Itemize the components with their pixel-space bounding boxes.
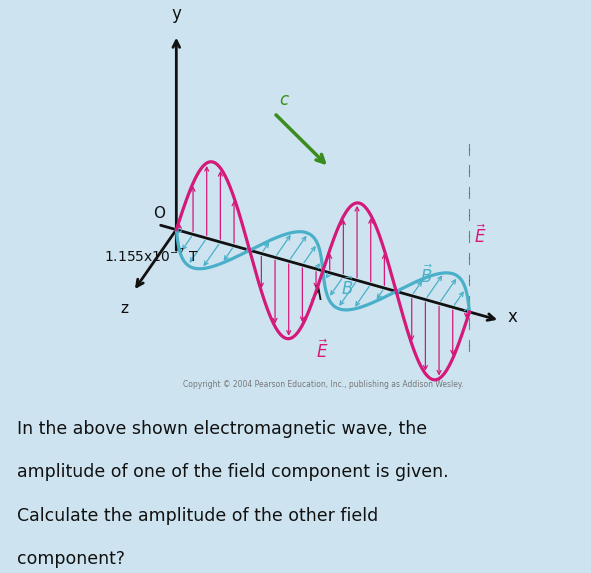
Text: Copyright © 2004 Pearson Education, Inc., publishing as Addison Wesley.: Copyright © 2004 Pearson Education, Inc.… bbox=[183, 380, 463, 390]
Text: amplitude of one of the field component is given.: amplitude of one of the field component … bbox=[18, 464, 449, 481]
Text: $\vec{B}$: $\vec{B}$ bbox=[341, 276, 354, 299]
Text: $\lambda$: $\lambda$ bbox=[311, 285, 323, 304]
Text: In the above shown electromagnetic wave, the: In the above shown electromagnetic wave,… bbox=[18, 420, 428, 438]
Text: $\vec{B}$: $\vec{B}$ bbox=[420, 264, 433, 286]
Text: $\vec{E}$: $\vec{E}$ bbox=[474, 225, 486, 247]
Text: $c$: $c$ bbox=[279, 91, 290, 109]
Text: Calculate the amplitude of the other field: Calculate the amplitude of the other fie… bbox=[18, 507, 379, 524]
Text: $\vec{E}$: $\vec{E}$ bbox=[316, 340, 328, 362]
Text: component?: component? bbox=[18, 550, 125, 568]
Text: z: z bbox=[121, 301, 128, 316]
Text: x: x bbox=[507, 308, 517, 325]
Text: 1.155x10$^{-7}$ T: 1.155x10$^{-7}$ T bbox=[104, 247, 200, 265]
Text: y: y bbox=[171, 5, 181, 23]
Text: O: O bbox=[153, 206, 165, 221]
